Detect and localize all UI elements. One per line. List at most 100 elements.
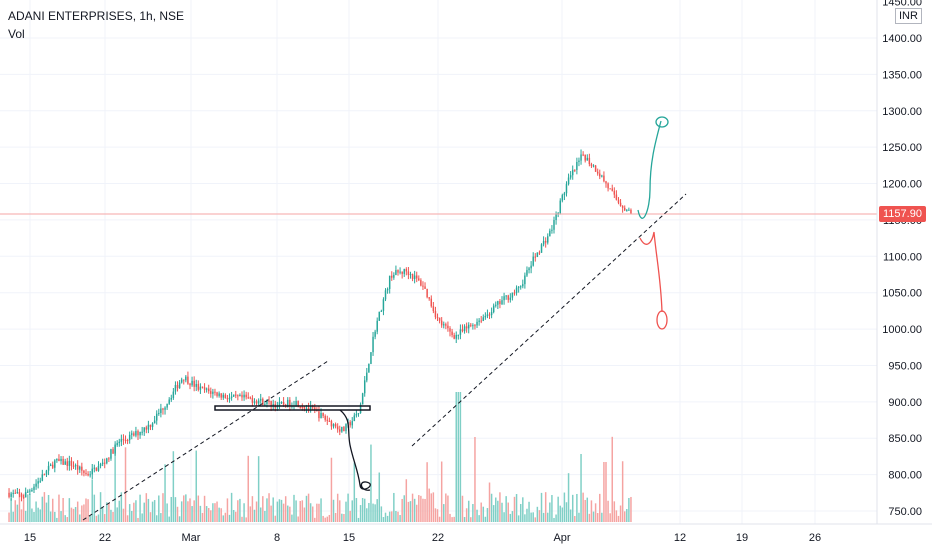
volume-indicator-label[interactable]: Vol — [8, 27, 25, 41]
volume-bar — [51, 498, 54, 522]
volume-bar — [128, 504, 131, 522]
volume-bar — [83, 504, 85, 522]
trendline-upper — [411, 193, 687, 447]
volume-bar — [428, 488, 430, 522]
price-axis[interactable]: 1450.00 1400.00 1350.00 1300.00 1250.00 1200.… — [882, 0, 922, 518]
candle-body — [405, 269, 408, 272]
drawing-down-black — [339, 409, 371, 491]
candle-body — [563, 193, 566, 196]
volume-bar — [228, 514, 231, 522]
volume-bar — [574, 516, 576, 522]
grid-lines — [0, 0, 877, 524]
candle-body — [133, 433, 135, 436]
volume-bar — [320, 498, 322, 522]
candle-body — [16, 492, 19, 494]
volume-bar — [68, 498, 71, 522]
volume-bar — [99, 492, 102, 522]
candle-body — [176, 384, 179, 389]
candle-body — [324, 415, 326, 420]
candle-body — [166, 403, 168, 408]
candle-body — [617, 199, 620, 203]
candle-body — [484, 315, 487, 318]
volume-bar — [197, 495, 200, 522]
volume-bar — [349, 510, 351, 522]
volume-bar — [64, 515, 66, 522]
price-tick-label: 900.00 — [888, 397, 922, 409]
symbol-title[interactable]: ADANI ENTERPRISES, 1h, NSE — [8, 9, 185, 23]
volume-bar — [291, 514, 293, 522]
volume-bar — [571, 494, 574, 522]
candle-body — [79, 466, 81, 470]
price-tick-label: 750.00 — [888, 506, 922, 518]
candle-body — [374, 331, 376, 337]
volume-bar — [449, 513, 451, 522]
candle-body — [178, 382, 181, 389]
volume-bar — [370, 444, 372, 522]
volume-bar — [332, 499, 335, 522]
candle-body — [309, 405, 312, 410]
volume-bar — [133, 502, 135, 522]
volume-bar — [230, 492, 233, 522]
volume-bar — [399, 515, 401, 522]
price-tick-label: 800.00 — [888, 470, 922, 482]
candle-body — [218, 393, 220, 396]
candle-body — [14, 492, 17, 494]
candle-body — [56, 458, 58, 461]
candle-body — [153, 420, 156, 424]
volume-bar — [149, 512, 152, 522]
volume-bar — [253, 509, 256, 522]
candle-body — [232, 394, 235, 397]
candle-body — [596, 171, 599, 174]
candle-body — [282, 402, 285, 405]
candle-body — [376, 320, 378, 332]
candle-body — [237, 395, 239, 397]
candle-body — [422, 285, 424, 287]
volume-bar — [430, 493, 433, 522]
volume-bar — [124, 447, 127, 522]
volume-bar — [601, 512, 603, 522]
candle-body — [628, 209, 630, 211]
candle-body — [463, 326, 466, 332]
candle-body — [507, 295, 509, 300]
volume-bar — [555, 514, 557, 522]
volume-bar — [155, 515, 158, 522]
candle-body — [214, 391, 216, 393]
candle-body — [230, 396, 233, 398]
candle-body — [465, 326, 468, 329]
candle-body — [519, 286, 522, 288]
price-tick-label: 1100.00 — [883, 251, 922, 263]
volume-bar — [422, 498, 424, 522]
candle-body — [280, 402, 283, 404]
volume-bar — [41, 496, 44, 522]
volume-bar — [76, 501, 79, 522]
volume-bar — [351, 500, 353, 522]
volume-bar — [264, 510, 266, 522]
candle-body — [205, 388, 208, 390]
currency-badge[interactable]: INR — [895, 8, 922, 24]
candle-body — [534, 256, 537, 258]
volume-bar — [195, 450, 197, 522]
volume-bar — [164, 464, 166, 522]
volume-bar — [599, 493, 601, 522]
candle-body — [201, 386, 204, 388]
time-axis[interactable]: 15 22 Mar 8 15 22 Apr 12 19 26 — [24, 532, 821, 544]
candle-body — [397, 270, 399, 273]
candle-body — [185, 376, 187, 381]
volume-bar — [93, 494, 96, 522]
candle-body — [128, 434, 131, 441]
candle-body — [436, 317, 439, 319]
candle-body — [555, 213, 557, 221]
candle-body — [434, 311, 437, 318]
volume-bar — [623, 511, 626, 522]
candle-body — [388, 275, 391, 289]
volume-bar — [395, 511, 397, 522]
volume-bar — [316, 503, 318, 522]
candle-body — [522, 284, 524, 287]
candle-body — [457, 334, 460, 336]
candle-body — [287, 399, 289, 407]
candle-body — [366, 372, 368, 381]
candle-body — [72, 465, 75, 467]
candle-body — [139, 431, 141, 436]
candle-body — [216, 392, 218, 396]
